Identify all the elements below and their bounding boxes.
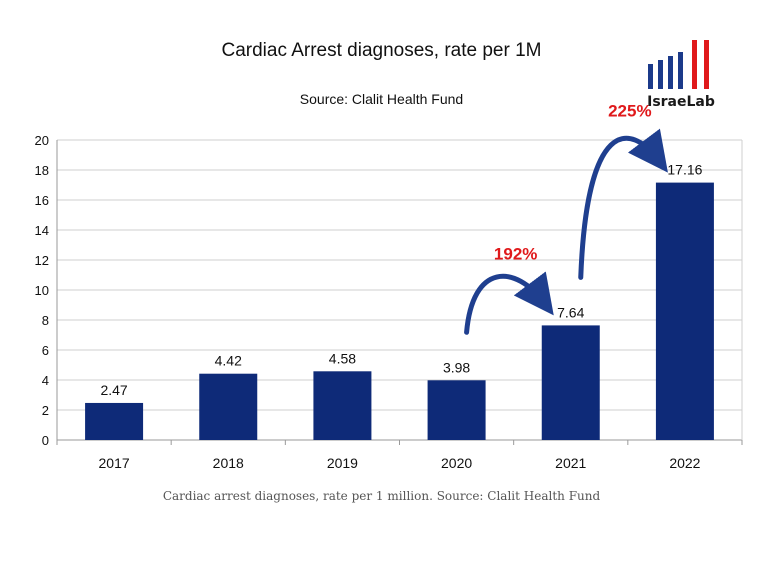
data-label: 17.16	[667, 162, 702, 178]
bar	[199, 373, 258, 440]
x-tick-label: 2018	[213, 455, 244, 471]
growth-annotation-label: 225%	[608, 102, 651, 121]
bar	[427, 380, 486, 440]
bar-chart: 0 2 4 6 8 10 12 14 16 18 20 2.47 2017 4.42 2018 4.58 201…	[35, 102, 743, 471]
x-tick-label: 2019	[327, 455, 358, 471]
chart-title: Cardiac Arrest diagnoses, rate per 1M	[221, 40, 542, 61]
growth-arrow	[578, 128, 668, 280]
x-tick-label: 2022	[669, 455, 700, 471]
y-tick-label: 12	[35, 253, 49, 268]
y-tick-label: 14	[35, 223, 49, 238]
data-label: 4.58	[329, 350, 356, 366]
y-tick-label: 10	[35, 283, 49, 298]
logo-bar	[668, 56, 673, 89]
logo-bar	[658, 60, 663, 89]
bar	[541, 325, 600, 440]
x-tick-label: 2020	[441, 455, 472, 471]
logo-bar-red	[692, 40, 697, 89]
figure-caption: Cardiac arrest diagnoses, rate per 1 mil…	[162, 489, 601, 503]
logo-bar	[678, 52, 683, 89]
bar	[85, 402, 144, 440]
bar	[655, 182, 714, 440]
y-tick-label: 2	[42, 403, 49, 418]
growth-arrow	[464, 271, 554, 335]
data-label: 4.42	[215, 353, 242, 369]
logo-text: IsraeLab	[647, 94, 715, 110]
y-tick-label: 4	[42, 373, 49, 388]
logo-bar	[648, 64, 653, 89]
y-tick-label: 6	[42, 343, 49, 358]
x-tick-label: 2017	[99, 455, 130, 471]
y-tick-label: 20	[35, 133, 49, 148]
israelab-logo: IsraeLab	[640, 34, 722, 114]
chart-subtitle: Source: Clalit Health Fund	[299, 91, 464, 107]
x-tick-label: 2021	[555, 455, 586, 471]
bar	[313, 371, 372, 440]
logo-bar-red	[704, 40, 709, 89]
data-label: 7.64	[557, 304, 584, 320]
y-tick-label: 8	[42, 313, 49, 328]
y-tick-label: 18	[35, 163, 49, 178]
y-tick-label: 0	[42, 433, 49, 448]
y-tick-label: 16	[35, 193, 49, 208]
logo-bars-icon	[648, 40, 709, 89]
data-label: 3.98	[443, 359, 470, 375]
data-label: 2.47	[100, 382, 127, 398]
growth-annotation-label: 192%	[494, 244, 537, 263]
